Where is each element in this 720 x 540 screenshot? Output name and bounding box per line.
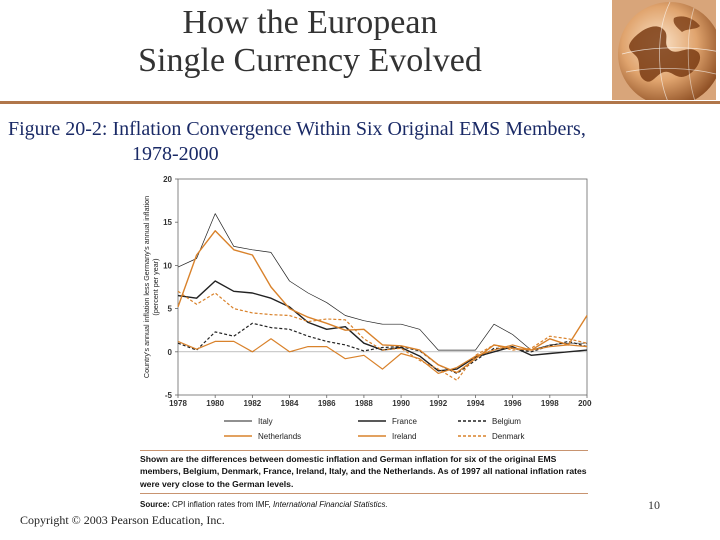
- note-bottom-rule: [140, 493, 588, 494]
- x-tick-label: 1980: [206, 399, 224, 408]
- globe-icon: [612, 0, 716, 100]
- legend-label-ireland: Ireland: [392, 432, 416, 441]
- x-tick-label: 1994: [467, 399, 485, 408]
- copyright: Copyright © 2003 Pearson Education, Inc.: [20, 513, 225, 527]
- title-line-2: Single Currency Evolved: [138, 42, 482, 79]
- series-line-france: [177, 280, 588, 372]
- figure-caption: Figure 20-2: Inflation Convergence Withi…: [8, 117, 716, 167]
- series-line-italy: [177, 213, 587, 351]
- y-tick-label: 20: [163, 175, 172, 184]
- legend-label-denmark: Denmark: [492, 432, 525, 441]
- page-number: 10: [648, 498, 660, 512]
- figure-caption-years: 1978-2000: [132, 143, 219, 165]
- source-label: Source:: [140, 500, 170, 509]
- source-publication: International Financial Statistics.: [272, 500, 388, 509]
- y-tick-label: 15: [163, 218, 172, 227]
- x-tick-label: 1978: [169, 399, 187, 408]
- series-line-netherlands: [177, 338, 588, 374]
- chart-note: Shown are the differences between domest…: [140, 454, 587, 489]
- x-tick-label: 1986: [318, 399, 336, 408]
- x-tick-label: 1998: [541, 399, 559, 408]
- x-tick-label: 1988: [355, 399, 373, 408]
- x-tick-label: 1984: [281, 399, 299, 408]
- x-tick-label: 1990: [392, 399, 410, 408]
- legend-label-belgium: Belgium: [492, 417, 521, 426]
- series-line-denmark: [177, 290, 588, 381]
- title-line-1: How the European: [182, 4, 438, 41]
- note-top-rule: [140, 450, 588, 451]
- y-tick-label: 10: [163, 261, 172, 270]
- chart-source: Source: CPI inflation rates from IMF, In…: [140, 500, 590, 509]
- legend-label-netherlands: Netherlands: [258, 432, 301, 441]
- y-tick-label: 5: [168, 305, 173, 314]
- legend-label-italy: Italy: [258, 417, 273, 426]
- source-text: CPI inflation rates from IMF,: [169, 500, 273, 509]
- plot-frame: [177, 178, 588, 396]
- inflation-chart: -5 0 5 10 15 20 1978 1980 1982 1984 1986 1988 1990 19…: [142, 175, 592, 441]
- y-tick-label: 0: [168, 348, 173, 357]
- figure-label: Figure 20-2: [8, 118, 102, 140]
- series-line-ireland: [177, 230, 588, 374]
- figure-caption-text: : Inflation Convergence Within Six Origi…: [101, 118, 586, 140]
- y-axis-label: Country's annual inflation less Germany'…: [142, 196, 160, 378]
- y-tick-label: -5: [165, 391, 173, 400]
- x-tick-label: 1996: [504, 399, 522, 408]
- slide-title: How the European Single Currency Evolved: [0, 4, 620, 80]
- x-tick-label: 1992: [429, 399, 447, 408]
- x-tick-label: 1982: [243, 399, 261, 408]
- legend-label-france: France: [392, 417, 417, 426]
- title-divider: [0, 101, 720, 104]
- x-tick-label: 2000: [578, 399, 592, 408]
